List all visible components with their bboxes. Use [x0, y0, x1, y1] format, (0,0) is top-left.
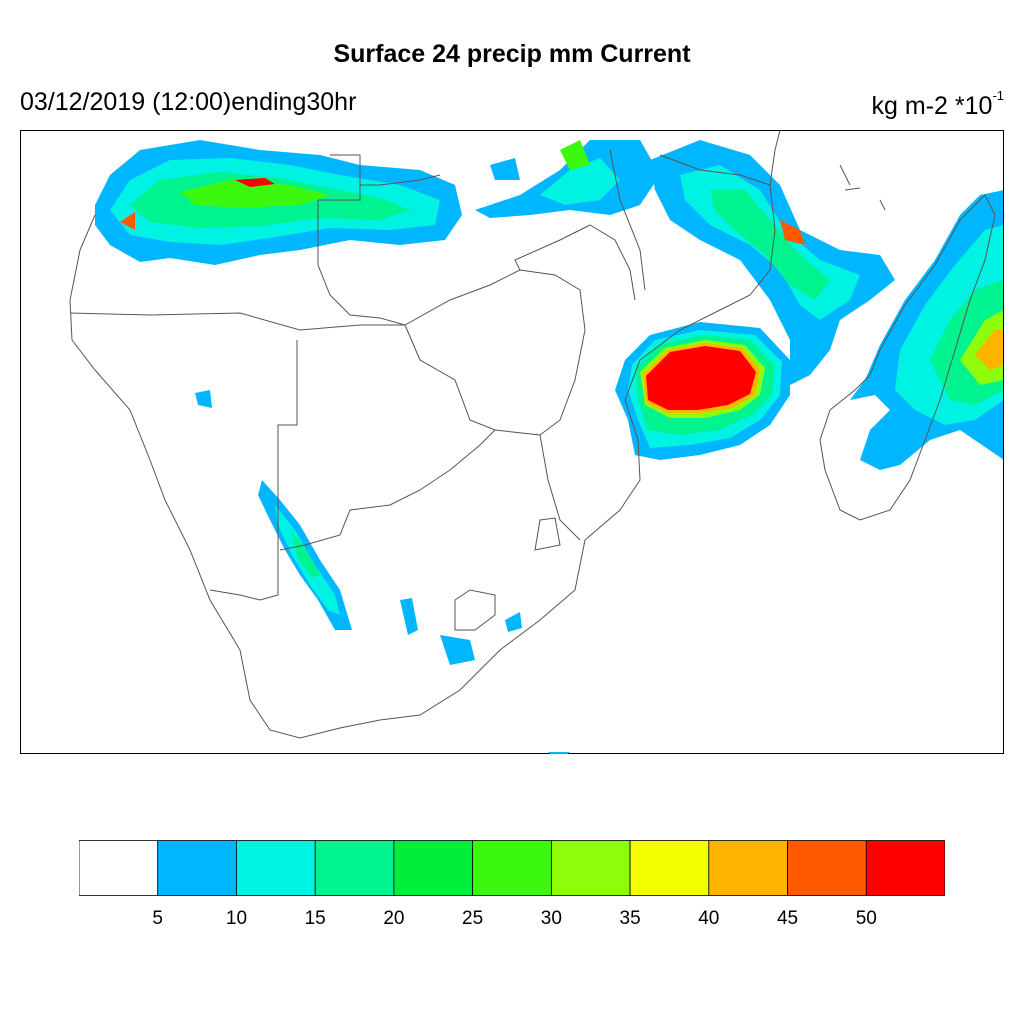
precip-madagascar	[850, 190, 1004, 470]
colorbar-cell	[629, 840, 710, 896]
colorbar-tick-label: 30	[540, 908, 562, 929]
map-frame	[20, 130, 1004, 754]
plot-title: Surface 24 precip mm Current	[333, 40, 691, 68]
colorbar	[79, 840, 945, 896]
colorbar-cell	[236, 840, 316, 896]
colorbar-tick-label: 20	[383, 908, 405, 929]
precip-north-central	[475, 140, 660, 218]
unit-label: kg m-2 *10-1	[872, 88, 1004, 121]
colorbar-cell	[79, 840, 159, 896]
precip-offframe-blip	[548, 752, 570, 754]
colorbar-tick-label: 25	[462, 908, 484, 929]
unit-exponent: -1	[992, 88, 1004, 103]
precip-southwest-band	[195, 390, 522, 665]
colorbar-cell	[393, 840, 474, 896]
colorbar-cell	[865, 840, 945, 896]
precip-north-east	[650, 140, 895, 385]
date-label: 03/12/2019 (12:00)ending30hr	[20, 88, 357, 116]
precip-mozambique-channel-storm	[615, 322, 790, 460]
colorbar-cell	[708, 840, 788, 896]
colorbar-labels: 5 10 15 20 25 30 35 40 45 50	[0, 908, 1024, 938]
colorbar-tick-label: 15	[304, 908, 326, 929]
unit-text: kg m-2 *10	[871, 92, 993, 120]
country-borders	[69, 130, 996, 739]
colorbar-tick-label: 45	[776, 908, 799, 929]
colorbar-tick-label: 40	[698, 908, 720, 929]
colorbar-tick-label: 10	[225, 908, 248, 929]
colorbar-cell	[157, 840, 237, 896]
colorbar-cell	[314, 840, 395, 896]
colorbar-tick-label: 5	[152, 908, 164, 929]
colorbar-tick-label: 35	[619, 908, 641, 929]
colorbar-cell	[550, 840, 631, 896]
colorbar-cell	[472, 840, 552, 896]
precip-map	[20, 130, 1004, 754]
colorbar-cell	[787, 840, 867, 896]
colorbar-tick-label: 50	[855, 908, 877, 929]
precip-north-west	[95, 140, 462, 265]
